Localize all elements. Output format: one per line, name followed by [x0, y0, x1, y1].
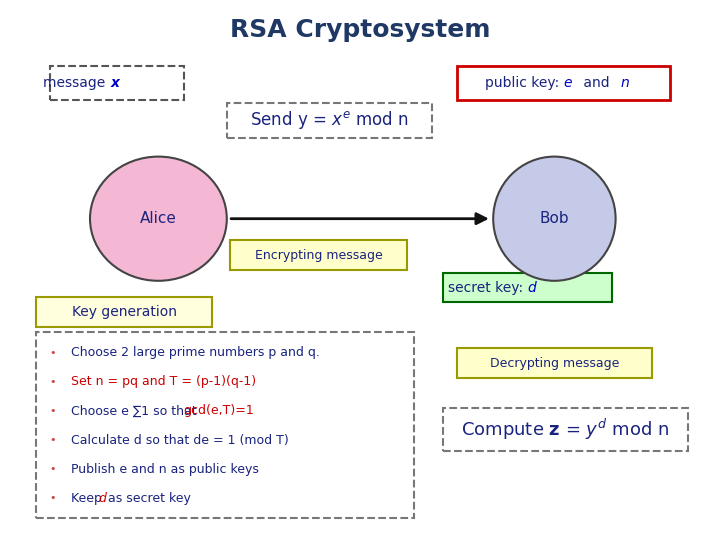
- Text: Set n = pq and T = (p-1)(q-1): Set n = pq and T = (p-1)(q-1): [71, 375, 256, 388]
- Text: public key:: public key:: [485, 76, 563, 90]
- FancyBboxPatch shape: [443, 273, 612, 302]
- Text: •: •: [49, 406, 55, 416]
- Text: RSA Cryptosystem: RSA Cryptosystem: [230, 18, 490, 42]
- Text: •: •: [49, 377, 55, 387]
- FancyBboxPatch shape: [50, 66, 184, 100]
- FancyBboxPatch shape: [457, 348, 652, 378]
- Text: e: e: [563, 76, 572, 90]
- Text: x: x: [111, 76, 120, 90]
- Text: Publish e and n as public keys: Publish e and n as public keys: [71, 463, 258, 476]
- Text: Key generation: Key generation: [72, 305, 176, 319]
- Text: Alice: Alice: [140, 211, 177, 226]
- Text: as secret key: as secret key: [104, 492, 191, 505]
- Text: Compute $\mathbf{z}$ = $y^d$ mod n: Compute $\mathbf{z}$ = $y^d$ mod n: [462, 417, 669, 442]
- Text: Bob: Bob: [539, 211, 570, 226]
- FancyBboxPatch shape: [443, 408, 688, 451]
- Text: d: d: [527, 281, 536, 294]
- Text: gcd(e,T)=1: gcd(e,T)=1: [183, 404, 253, 417]
- Text: secret key:: secret key:: [448, 281, 527, 294]
- Text: Encrypting message: Encrypting message: [255, 248, 382, 262]
- Text: •: •: [49, 494, 55, 503]
- FancyBboxPatch shape: [230, 240, 407, 270]
- Text: •: •: [49, 464, 55, 474]
- Ellipse shape: [90, 157, 227, 281]
- Text: Send y = $x^e$ mod n: Send y = $x^e$ mod n: [250, 109, 409, 131]
- FancyBboxPatch shape: [457, 66, 670, 100]
- Text: Calculate d so that de = 1 (mod T): Calculate d so that de = 1 (mod T): [71, 434, 288, 447]
- Text: message: message: [43, 76, 109, 90]
- Text: Keep: Keep: [71, 492, 105, 505]
- Text: Choose e ∑1 so that: Choose e ∑1 so that: [71, 404, 200, 417]
- Text: and: and: [579, 76, 614, 90]
- FancyBboxPatch shape: [227, 103, 432, 138]
- Text: •: •: [49, 348, 55, 357]
- FancyBboxPatch shape: [36, 332, 414, 518]
- Text: Decrypting message: Decrypting message: [490, 356, 619, 370]
- FancyBboxPatch shape: [36, 297, 212, 327]
- Text: •: •: [49, 435, 55, 445]
- Text: Choose 2 large prime numbers p and q.: Choose 2 large prime numbers p and q.: [71, 346, 320, 359]
- Text: n: n: [621, 76, 629, 90]
- Text: d: d: [99, 492, 107, 505]
- Ellipse shape: [493, 157, 616, 281]
